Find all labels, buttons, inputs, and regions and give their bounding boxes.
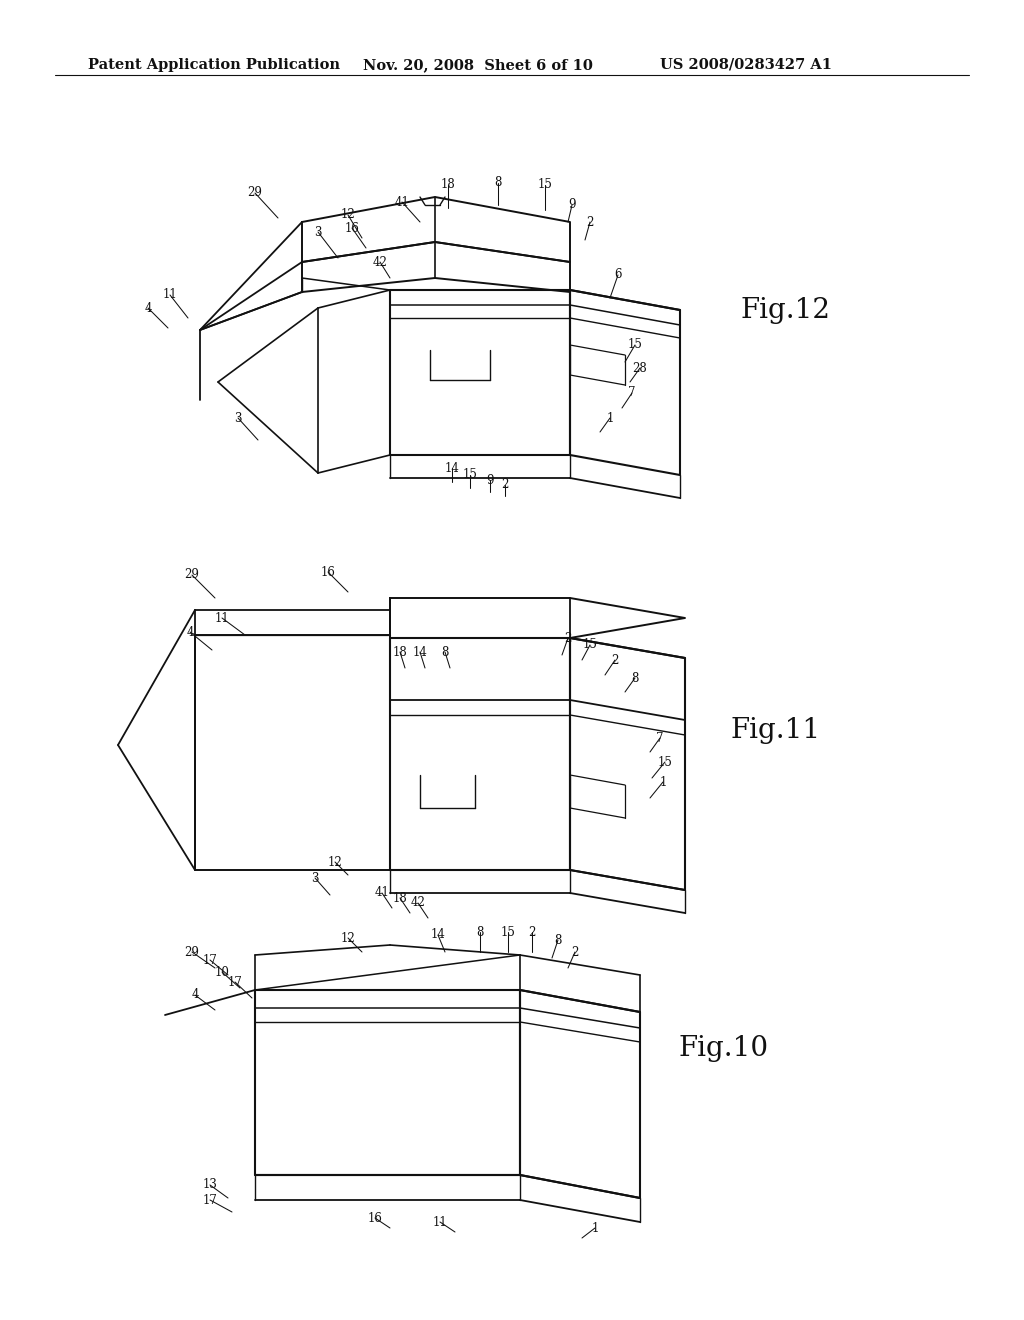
Text: Patent Application Publication: Patent Application Publication	[88, 58, 340, 73]
Text: 6: 6	[614, 268, 622, 281]
Text: 18: 18	[440, 178, 456, 191]
Text: 12: 12	[341, 209, 355, 222]
Text: 2: 2	[571, 945, 579, 958]
Text: 8: 8	[441, 645, 449, 659]
Text: 14: 14	[413, 645, 427, 659]
Text: 18: 18	[392, 891, 408, 904]
Text: 15: 15	[501, 925, 515, 939]
Text: 2: 2	[502, 479, 509, 491]
Text: 15: 15	[583, 639, 597, 652]
Text: 4: 4	[144, 301, 152, 314]
Text: 17: 17	[203, 953, 217, 966]
Text: 2: 2	[587, 215, 594, 228]
Text: 28: 28	[633, 362, 647, 375]
Text: 8: 8	[495, 177, 502, 190]
Text: 9: 9	[486, 474, 494, 487]
Text: Fig.11: Fig.11	[730, 717, 820, 743]
Text: 4: 4	[191, 989, 199, 1002]
Text: 41: 41	[394, 195, 410, 209]
Text: 15: 15	[628, 338, 642, 351]
Text: 2: 2	[611, 653, 618, 667]
Text: 15: 15	[657, 755, 673, 768]
Text: 1: 1	[606, 412, 613, 425]
Text: 8: 8	[476, 925, 483, 939]
Text: 8: 8	[554, 933, 562, 946]
Text: 7: 7	[656, 731, 664, 744]
Text: 1: 1	[591, 1221, 599, 1234]
Text: 9: 9	[568, 198, 575, 211]
Text: 18: 18	[392, 645, 408, 659]
Text: 15: 15	[538, 178, 552, 191]
Text: 7: 7	[629, 387, 636, 400]
Text: 10: 10	[215, 965, 229, 978]
Text: 3: 3	[311, 871, 318, 884]
Text: 42: 42	[411, 896, 425, 909]
Text: 17: 17	[227, 975, 243, 989]
Text: 14: 14	[430, 928, 445, 941]
Text: 14: 14	[444, 462, 460, 474]
Text: 11: 11	[215, 611, 229, 624]
Text: 16: 16	[344, 222, 359, 235]
Text: 13: 13	[203, 1179, 217, 1192]
Text: 29: 29	[184, 569, 200, 582]
Text: 8: 8	[632, 672, 639, 685]
Text: 12: 12	[341, 932, 355, 945]
Text: 11: 11	[163, 289, 177, 301]
Text: 16: 16	[321, 565, 336, 578]
Text: 15: 15	[463, 469, 477, 482]
Text: 4: 4	[186, 626, 194, 639]
Text: 1: 1	[659, 776, 667, 788]
Text: Fig.12: Fig.12	[740, 297, 830, 323]
Text: Fig.10: Fig.10	[678, 1035, 768, 1061]
Text: 16: 16	[368, 1212, 382, 1225]
Text: 29: 29	[248, 186, 262, 199]
Text: US 2008/0283427 A1: US 2008/0283427 A1	[660, 58, 831, 73]
Text: 17: 17	[203, 1193, 217, 1206]
Text: 11: 11	[432, 1216, 447, 1229]
Text: 3: 3	[314, 226, 322, 239]
Text: 42: 42	[373, 256, 387, 268]
Text: 29: 29	[184, 945, 200, 958]
Text: Nov. 20, 2008  Sheet 6 of 10: Nov. 20, 2008 Sheet 6 of 10	[362, 58, 593, 73]
Text: 41: 41	[375, 887, 389, 899]
Text: 3: 3	[234, 412, 242, 425]
Text: 2: 2	[564, 631, 571, 644]
Text: 12: 12	[328, 855, 342, 869]
Text: 2: 2	[528, 925, 536, 939]
